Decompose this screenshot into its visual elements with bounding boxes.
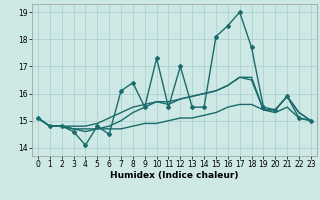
X-axis label: Humidex (Indice chaleur): Humidex (Indice chaleur) <box>110 171 239 180</box>
